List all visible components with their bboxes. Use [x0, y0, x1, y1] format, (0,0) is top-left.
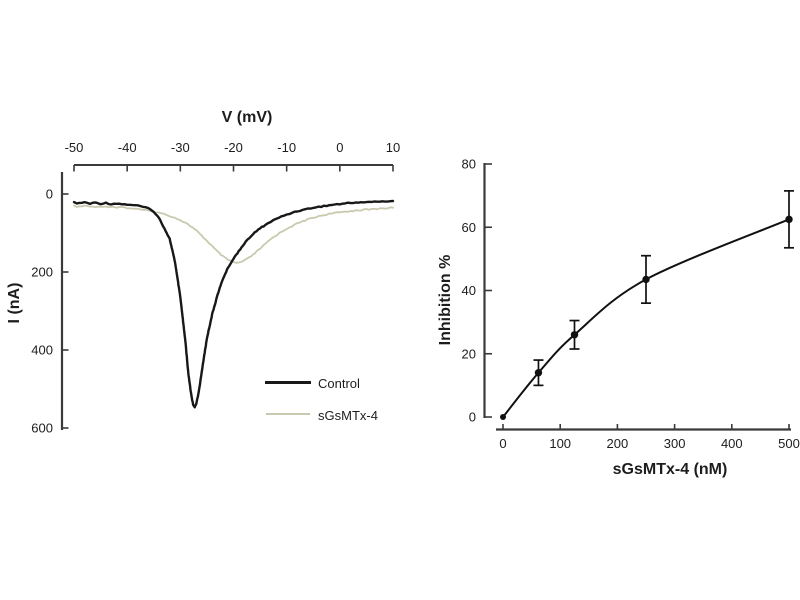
- data-point: [642, 275, 650, 284]
- dose-x-axis-tick-label: 300: [664, 436, 686, 451]
- top-axis-tick-label: 0: [336, 140, 343, 155]
- iv-left-axis-title: I (nA): [6, 282, 23, 324]
- top-axis-tick-label: -30: [171, 140, 190, 155]
- data-point: [500, 414, 506, 420]
- top-axis-tick-label: -20: [224, 140, 243, 155]
- legend-control-label: Control: [318, 376, 360, 391]
- dose-curve: [502, 218, 790, 418]
- dose-x-axis-tick-label: 200: [607, 436, 629, 451]
- left-axis-tick-label: 400: [31, 343, 53, 358]
- legend-sgsmtx-line: [266, 413, 310, 415]
- left-axis-tick-label: 600: [31, 421, 53, 436]
- data-point: [785, 215, 793, 224]
- dose-response-chart: 0 20 40 60 80 0 100 200 300 400 500: [462, 157, 800, 452]
- dose-y-axis-tick-label: 20: [462, 346, 476, 361]
- top-axis-tick-label: -40: [118, 140, 137, 155]
- dose-x-axis-tick-label: 500: [778, 436, 800, 451]
- dose-y-axis-tick-label: 0: [469, 410, 476, 425]
- dose-x-axis-tick-label: 100: [549, 436, 571, 451]
- top-axis-tick-label: -50: [65, 140, 84, 155]
- left-axis-tick-label: 200: [31, 265, 53, 280]
- iv-top-axis-title: V (mV): [221, 109, 273, 126]
- top-axis-tick-label: -10: [277, 140, 296, 155]
- data-point: [570, 331, 579, 339]
- dose-y-axis-tick-label: 80: [462, 157, 476, 172]
- legend-control-line: [265, 381, 311, 384]
- dose-x-axis-tick-label: 400: [721, 436, 743, 451]
- control-trace: [72, 199, 395, 409]
- top-axis-tick-label: 10: [386, 140, 400, 155]
- data-point: [534, 369, 543, 377]
- dose-y-axis-title: Inhibition %: [437, 254, 454, 346]
- sgsmtx-trace: [73, 204, 394, 264]
- dose-x-axis-title: sGsMTx-4 (nM): [612, 461, 728, 478]
- dose-y-axis-tick-label: 40: [462, 283, 476, 298]
- left-axis-tick-label: 0: [46, 187, 53, 202]
- legend-sgsmtx-label: sGsMTx-4: [318, 408, 378, 423]
- dose-y-axis-tick-label: 60: [462, 220, 476, 235]
- dose-x-axis-tick-label: 0: [499, 436, 506, 451]
